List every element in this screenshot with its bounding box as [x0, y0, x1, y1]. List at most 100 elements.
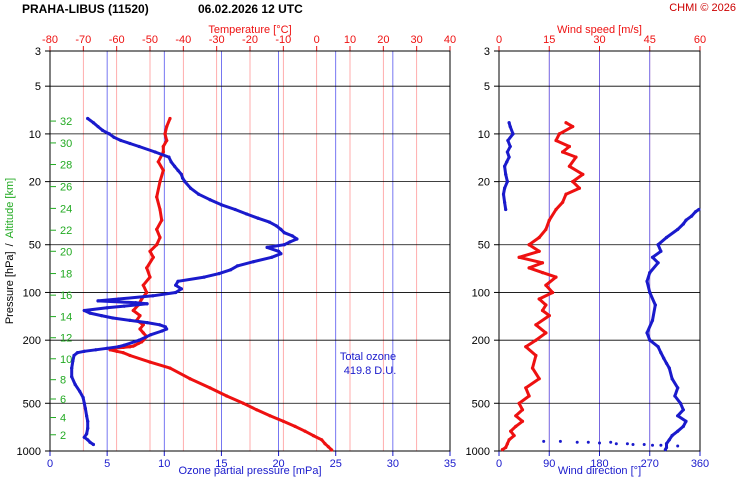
altitude-tick-label: 16	[60, 290, 72, 302]
temperature-segment	[255, 408, 272, 418]
ozone-segment	[176, 275, 206, 283]
temperature-segment	[268, 414, 285, 423]
altitude-tick-label: 10	[60, 354, 72, 366]
ozone-segment	[105, 345, 121, 350]
ozone-segment	[265, 243, 286, 249]
wind-speed-segment	[527, 266, 544, 275]
ozone-segment	[99, 314, 115, 320]
temperature-segment	[208, 386, 229, 398]
bottom-tick-label: 35	[444, 458, 456, 470]
temperature-segment	[188, 377, 212, 390]
bottom-tick-label: 360	[691, 458, 709, 470]
wind-speed-segment	[534, 314, 551, 327]
pressure-tick-label: 200	[23, 335, 41, 347]
ozone-segment	[111, 316, 132, 322]
pressure-tick-label: 10	[29, 129, 41, 141]
wind-speed-segment	[567, 155, 578, 168]
wind-direction-segment	[648, 261, 660, 275]
wind-speed-segment	[534, 331, 548, 342]
temperature-segment	[148, 243, 159, 253]
wind-direction-segment	[651, 249, 663, 259]
top-tick-label: -70	[75, 34, 91, 46]
wind-speed-segment	[524, 377, 541, 390]
pressure-tick-label: 50	[29, 240, 41, 252]
top-tick-label: 45	[644, 34, 656, 46]
y-axis-title: Pressure [hPa] / Altitude [km]	[4, 178, 16, 324]
ozone-segment	[197, 192, 212, 202]
wind-direction-upper-segment	[507, 121, 512, 129]
wind-speed-segment	[564, 186, 581, 196]
temperature-segment	[155, 195, 162, 211]
temperature-segment	[148, 360, 172, 370]
wind-direction-upper-series	[501, 121, 515, 212]
ozone-segment	[105, 304, 126, 310]
temperature-segment	[311, 434, 324, 442]
wind-speed-segment	[534, 323, 548, 335]
ozone-segment	[119, 139, 132, 145]
ozone-segment	[137, 145, 157, 154]
wind-direction-scatter-point	[614, 442, 618, 446]
top-tick-label: 30	[411, 34, 423, 46]
wind-direction-segment	[656, 236, 668, 247]
altitude-tick-label: 28	[60, 160, 72, 172]
temperature-segment	[165, 117, 172, 129]
wind-speed-segment	[517, 255, 544, 265]
wind-direction-segment	[645, 279, 652, 294]
pressure-tick-label: 3	[484, 46, 490, 58]
ozone-segment	[88, 311, 103, 318]
wind-direction-segment	[673, 394, 682, 405]
wind-speed-segment	[554, 200, 565, 211]
total-ozone-label: Total ozone	[340, 351, 396, 363]
pressure-tick-label: 10	[478, 129, 490, 141]
wind-speed-segment	[537, 227, 548, 239]
wind-direction-segment	[648, 338, 660, 349]
bottom-tick-label: 25	[330, 458, 342, 470]
wind-direction-segment	[694, 208, 701, 214]
total-ozone-value: 419.8 D.U.	[344, 365, 397, 377]
pressure-tick-label: 100	[472, 287, 490, 299]
top-tick-label: 60	[694, 34, 706, 46]
bottom-tick-label: 15	[215, 458, 227, 470]
wind-direction-segment	[665, 227, 680, 239]
altitude-tick-label: 22	[60, 225, 72, 237]
wind-speed-segment	[524, 338, 538, 349]
bottom-axis-title: Wind direction [°]	[558, 465, 641, 477]
top-tick-label: 0	[314, 34, 320, 46]
top-tick-label: -20	[242, 34, 258, 46]
wind-panel: 0 15 30 45 60 0 90 180 270 360 3 5 10 20 50 100 200 500 10…	[466, 24, 710, 477]
bottom-tick-label: 0	[47, 458, 53, 470]
pressure-tick-label: 20	[478, 177, 490, 189]
wind-speed-segment	[541, 271, 558, 279]
temperature-segment	[158, 208, 164, 222]
pressure-axis-title: Pressure [hPa]	[4, 251, 16, 324]
ozone-temperature-panel: -80 -70 -60 -50 -40 -30 -20 -10 0 10 20 30 40 0 5 10 15 2…	[4, 24, 456, 477]
pressure-tick-label: 1000	[466, 446, 490, 458]
wind-speed-segment	[524, 345, 538, 357]
altitude-tick-label: 20	[60, 246, 72, 258]
wind-speed-segment	[557, 125, 575, 136]
altitude-tick-label: 2	[60, 430, 66, 442]
sounding-datetime: 06.02.2026 12 UTC	[198, 2, 303, 16]
ozone-segment	[189, 186, 201, 196]
bottom-tick-label: 0	[496, 458, 502, 470]
ozone-segment	[128, 142, 141, 148]
bottom-tick-label: 20	[272, 458, 284, 470]
wind-speed-segment	[561, 150, 578, 159]
ozone-series	[70, 116, 299, 447]
ozone-segment	[151, 291, 178, 298]
pressure-tick-label: 500	[23, 398, 41, 410]
pressure-tick-label: 100	[23, 287, 41, 299]
wind-direction-scatter-point	[609, 440, 613, 444]
bottom-tick-label: 180	[590, 458, 608, 470]
top-tick-label: 15	[543, 34, 555, 46]
temperature-segment	[155, 180, 162, 199]
ozone-segment	[208, 198, 223, 207]
temperature-segment	[145, 255, 155, 270]
ozone-segment	[82, 348, 98, 353]
pressure-tick-label: 1000	[17, 446, 41, 458]
top-tick-label: -50	[142, 34, 158, 46]
wind-direction-scatter-point	[642, 443, 646, 446]
axis-title-separator: /	[4, 242, 16, 246]
wind-speed-segment	[544, 218, 551, 231]
